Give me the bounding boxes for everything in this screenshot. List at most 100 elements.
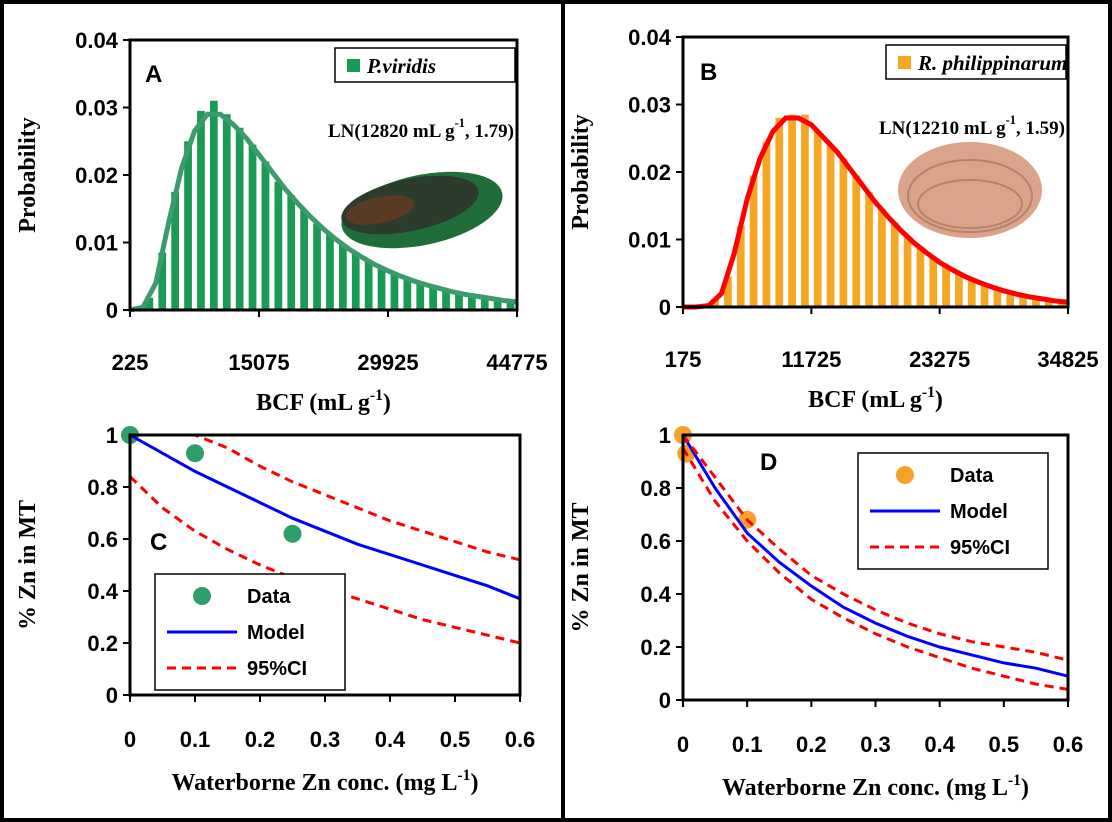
x-tick-label: 0 (677, 732, 689, 757)
y-tick-label: 0 (659, 295, 671, 320)
x-axis-label: BCF (mL g-1) (808, 384, 943, 413)
x-tick-label: 15075 (228, 350, 289, 375)
y-tick-label: 0 (659, 688, 671, 713)
histogram-bar (377, 268, 386, 310)
legend-marker (896, 466, 914, 484)
x-tick-label: 0.6 (1053, 732, 1084, 757)
histogram-bar (145, 297, 154, 310)
y-tick-label: 0.2 (87, 631, 118, 656)
histogram-bar (171, 191, 180, 310)
x-axis-label-part: -1 (1008, 772, 1021, 789)
histogram-bar (455, 293, 463, 310)
legend-label: R. philippinarum (917, 51, 1067, 75)
x-tick-label: 0.4 (375, 727, 406, 752)
histogram-bar (197, 110, 205, 310)
x-axis-label-part: -1 (457, 767, 470, 784)
legend-box (334, 47, 516, 83)
legend-label: Model (950, 501, 1008, 523)
x-tick-label: 0.6 (505, 727, 536, 752)
x-tick-label: 34825 (1037, 347, 1098, 372)
y-tick-label: 0.02 (75, 163, 118, 188)
histogram-bar (788, 114, 796, 307)
histogram-bar (390, 273, 399, 310)
histogram-bar (480, 297, 489, 310)
histogram-bar (326, 234, 334, 310)
histogram-bar (1019, 295, 1027, 307)
legend-marker (193, 587, 211, 605)
histogram-bar (158, 252, 167, 310)
x-tick-label: 0.2 (796, 732, 827, 757)
fit-annotation-part: LN(12820 mL g (328, 121, 455, 142)
x-axis-label-part: Waterborne Zn conc. (mg L (172, 770, 458, 796)
histogram-bar (429, 286, 438, 310)
histogram-bar (506, 301, 515, 310)
histogram-bar (235, 127, 244, 310)
x-axis-label: Waterborne Zn conc. (mg L-1) (172, 767, 479, 796)
x-tick-label: 29925 (357, 350, 418, 375)
histogram-bar (287, 195, 296, 310)
histogram-bar (762, 141, 771, 307)
histogram-bar (775, 118, 784, 307)
y-tick-label: 0.6 (640, 529, 671, 554)
x-tick-label: 0.3 (310, 727, 341, 752)
y-axis-label: % Zn in MT (15, 500, 41, 630)
histogram-bar (313, 223, 321, 310)
x-tick-label: 0.4 (924, 732, 955, 757)
histogram-bar (852, 175, 861, 307)
histogram-bar (1006, 292, 1015, 307)
histogram-bar (813, 131, 822, 307)
histogram-bar (942, 266, 950, 307)
histogram-bar (338, 244, 347, 310)
histogram-bar (903, 236, 912, 307)
x-axis-label-part: BCF (mL g (808, 387, 922, 413)
x-axis-label-part: ) (383, 390, 391, 416)
x-axis-label-part: -1 (370, 387, 383, 404)
y-tick-label: 0.2 (640, 635, 671, 660)
data-point (186, 444, 204, 463)
y-tick-label: 0.01 (628, 228, 671, 253)
histogram-bar (493, 299, 502, 310)
histogram-bar (184, 141, 192, 310)
plot-frame (128, 433, 522, 697)
histogram-bar (993, 288, 1002, 307)
y-tick-label: 0.8 (640, 476, 671, 501)
x-tick-label: 0.1 (732, 732, 763, 757)
fit-annotation-part: , 1.59) (1016, 118, 1065, 139)
histogram-bar (826, 145, 835, 307)
model-line (129, 433, 521, 601)
histogram-bar (274, 181, 283, 310)
x-tick-label: 0.1 (180, 727, 211, 752)
legend-label: Data (247, 586, 291, 608)
histogram-bar (1032, 297, 1040, 307)
legend-label: Model (247, 622, 305, 644)
y-tick-label: 0.01 (75, 231, 118, 256)
x-tick-label: 0.3 (860, 732, 891, 757)
y-axis-label: Probability (15, 117, 41, 233)
model-line (681, 434, 1069, 678)
panel-label: D (760, 449, 777, 476)
legend-label: P.viridis (366, 54, 436, 78)
x-axis-label: Waterborne Zn conc. (mg L-1) (722, 772, 1029, 801)
x-axis-label-part: BCF (mL g (256, 390, 370, 416)
y-tick-label: 0.4 (640, 582, 671, 607)
histogram-bar (916, 247, 925, 307)
histogram-bar (248, 144, 257, 310)
fit-annotation-part: , 1.79) (465, 121, 514, 142)
x-axis-label: BCF (mL g-1) (256, 387, 391, 416)
y-tick-label: 0.6 (87, 527, 118, 552)
histogram-bar (839, 158, 848, 307)
legend-label: 95%CI (950, 537, 1010, 559)
ci-line (681, 434, 1069, 662)
histogram-bar (351, 253, 360, 310)
data-point (283, 524, 302, 543)
histogram-bar (416, 283, 425, 310)
x-axis-label-part: ) (470, 770, 478, 796)
histogram-bar (442, 289, 450, 310)
histogram-bar (1044, 299, 1053, 307)
mussel-illustration (341, 171, 503, 249)
histogram-bar (209, 100, 218, 310)
histogram-bar (364, 261, 373, 310)
histogram-bar (467, 295, 476, 310)
y-tick-label: 0.02 (628, 160, 671, 185)
